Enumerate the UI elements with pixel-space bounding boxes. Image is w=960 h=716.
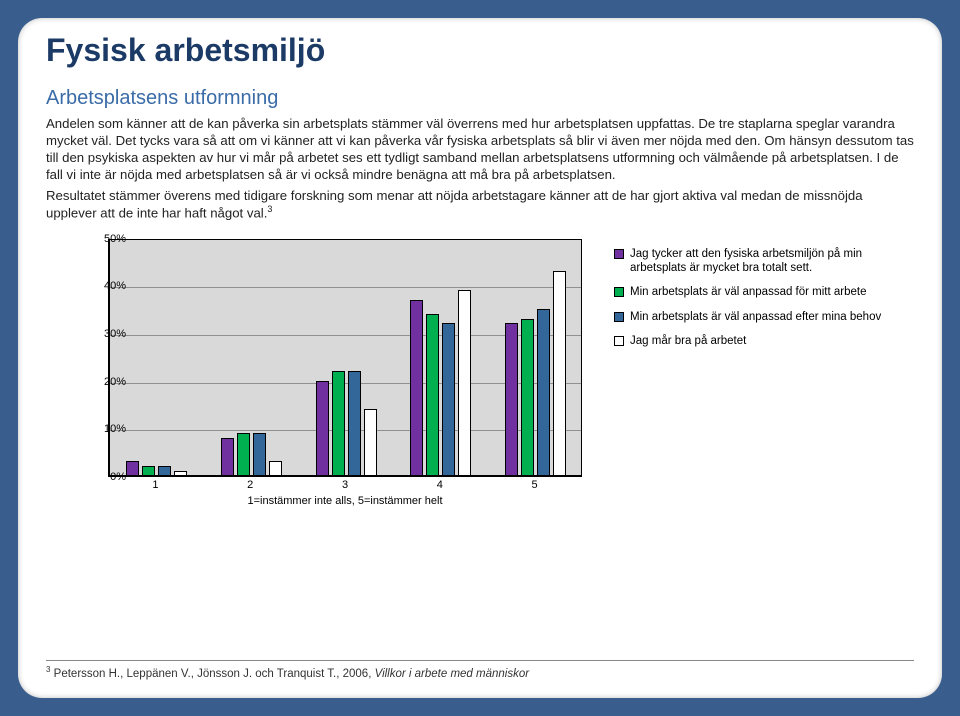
bar bbox=[174, 471, 187, 476]
slide-subtitle: Arbetsplatsens utformning bbox=[46, 87, 914, 110]
legend-label: Jag mår bra på arbetet bbox=[630, 334, 746, 348]
bar bbox=[237, 433, 250, 476]
gridline bbox=[109, 287, 581, 288]
x-tick-label: 3 bbox=[325, 479, 365, 491]
bar bbox=[126, 461, 139, 475]
slide-title: Fysisk arbetsmiljö bbox=[46, 32, 914, 69]
y-tick-label: 20% bbox=[80, 376, 126, 388]
legend-label: Jag tycker att den fysiska arbetsmiljön … bbox=[630, 247, 914, 276]
legend-label: Min arbetsplats är väl anpassad efter mi… bbox=[630, 310, 881, 324]
chart-container: 0% 10% 20% 30% 40% 50% 1 2 3 4 5 1=instämmer inte a… bbox=[46, 233, 914, 654]
y-tick-label: 50% bbox=[80, 233, 126, 245]
bar bbox=[442, 323, 455, 475]
legend-swatch bbox=[614, 249, 624, 259]
legend-swatch bbox=[614, 336, 624, 346]
y-axis-line bbox=[109, 240, 110, 476]
bar bbox=[348, 371, 361, 476]
body-paragraphs: Andelen som känner att de kan påverka si… bbox=[46, 116, 914, 227]
y-tick-label: 0% bbox=[80, 471, 126, 483]
bar bbox=[332, 371, 345, 476]
legend-item: Jag mår bra på arbetet bbox=[614, 334, 914, 348]
x-axis-label: 1=instämmer inte alls, 5=instämmer helt bbox=[108, 495, 582, 507]
x-tick-label: 5 bbox=[515, 479, 555, 491]
plot-area bbox=[108, 239, 582, 477]
bar bbox=[410, 300, 423, 476]
legend-swatch bbox=[614, 312, 624, 322]
legend-item: Jag tycker att den fysiska arbetsmiljön … bbox=[614, 247, 914, 276]
bar bbox=[426, 314, 439, 476]
legend-item: Min arbetsplats är väl anpassad för mitt… bbox=[614, 285, 914, 299]
legend-item: Min arbetsplats är väl anpassad efter mi… bbox=[614, 310, 914, 324]
y-tick-label: 40% bbox=[80, 280, 126, 292]
legend-swatch bbox=[614, 287, 624, 297]
x-tick-label: 1 bbox=[135, 479, 175, 491]
paragraph-1: Andelen som känner att de kan påverka si… bbox=[46, 116, 914, 184]
bar bbox=[158, 466, 171, 476]
paragraph-2: Resultatet stämmer överens med tidigare … bbox=[46, 188, 914, 223]
x-tick-label: 4 bbox=[420, 479, 460, 491]
slide-card: Fysisk arbetsmiljö Arbetsplatsens utform… bbox=[18, 18, 942, 698]
bar bbox=[142, 466, 155, 476]
bar-chart: 0% 10% 20% 30% 40% 50% 1 2 3 4 5 1=instämmer inte a… bbox=[46, 233, 606, 518]
bar bbox=[253, 433, 266, 476]
legend-label: Min arbetsplats är väl anpassad för mitt… bbox=[630, 285, 867, 299]
bar bbox=[364, 409, 377, 476]
bar bbox=[537, 309, 550, 476]
bar bbox=[316, 381, 329, 476]
bar bbox=[458, 290, 471, 476]
bar bbox=[505, 323, 518, 475]
bar bbox=[553, 271, 566, 476]
y-tick-label: 30% bbox=[80, 328, 126, 340]
x-tick-label: 2 bbox=[230, 479, 270, 491]
chart-legend: Jag tycker att den fysiska arbetsmiljön … bbox=[614, 233, 914, 654]
bar bbox=[269, 461, 282, 475]
footnote: 3 Petersson H., Leppänen V., Jönsson J. … bbox=[46, 665, 914, 680]
bar bbox=[221, 438, 234, 476]
y-tick-label: 10% bbox=[80, 423, 126, 435]
bar bbox=[521, 319, 534, 476]
